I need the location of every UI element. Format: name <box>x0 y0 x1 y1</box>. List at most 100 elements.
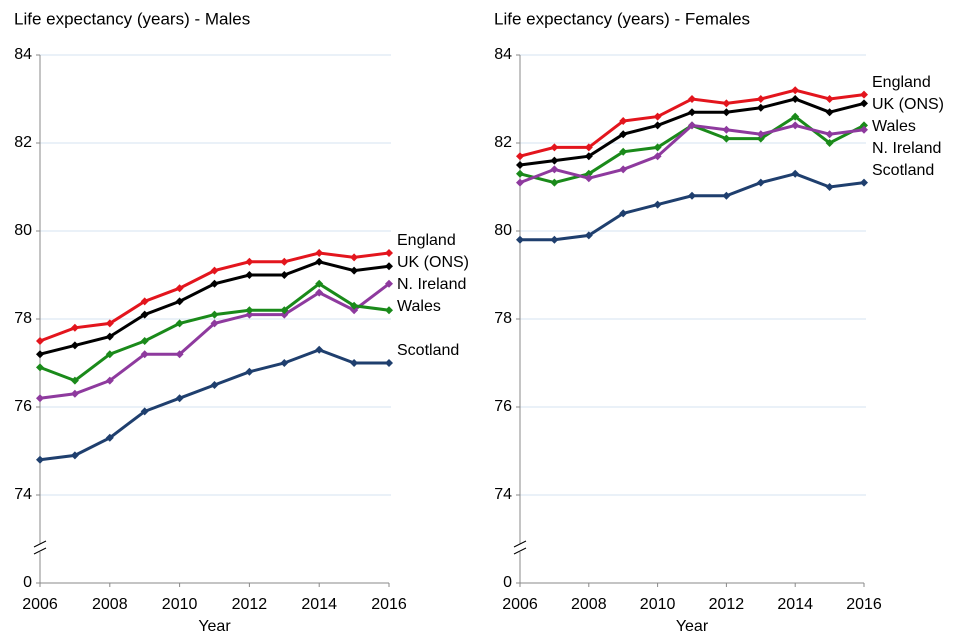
series-line <box>519 123 865 185</box>
point <box>619 165 628 174</box>
point <box>791 112 800 121</box>
point <box>619 130 628 139</box>
point <box>350 301 359 310</box>
x-tick-label: 2010 <box>162 596 198 613</box>
point <box>36 455 44 464</box>
panel: Life expectancy (years) - Females 0 74 76 78… <box>494 9 944 635</box>
point <box>70 376 79 385</box>
point <box>36 337 44 345</box>
point <box>516 235 524 244</box>
point <box>245 367 254 376</box>
x-tick-label: 2006 <box>502 596 538 613</box>
y-tick-label: 78 <box>14 310 32 327</box>
point <box>140 337 149 345</box>
point <box>653 152 662 161</box>
axis-break <box>513 547 527 555</box>
point <box>688 121 696 130</box>
point <box>722 99 731 108</box>
point <box>70 389 79 398</box>
point <box>584 152 593 161</box>
y-tick-label: 80 <box>14 222 32 239</box>
point <box>385 262 393 271</box>
point <box>315 249 324 257</box>
point <box>584 169 593 178</box>
point <box>722 125 731 134</box>
point <box>70 451 79 460</box>
point <box>36 363 44 372</box>
x-tick-label: 2012 <box>232 596 268 613</box>
chart-title: Life expectancy (years) - Males <box>14 9 250 28</box>
point <box>516 169 524 178</box>
series-line <box>520 172 865 242</box>
point <box>385 306 393 315</box>
point <box>280 306 289 315</box>
series-label: N. Ireland <box>872 140 941 157</box>
point <box>245 310 254 319</box>
point <box>70 341 79 350</box>
series-label: Scotland <box>872 162 934 179</box>
point <box>550 143 559 152</box>
point <box>688 108 696 117</box>
point <box>36 350 44 359</box>
point <box>210 319 219 328</box>
axis-break-gap <box>514 544 526 552</box>
point <box>280 257 289 266</box>
point <box>175 284 184 293</box>
point <box>210 266 219 275</box>
point <box>722 108 731 117</box>
y-tick-label: 84 <box>14 46 32 63</box>
point <box>550 156 559 165</box>
point <box>619 117 628 125</box>
point <box>315 345 324 354</box>
point <box>550 178 559 187</box>
point <box>36 394 44 403</box>
point <box>791 95 800 103</box>
x-tick-label: 2010 <box>640 596 676 613</box>
point <box>791 86 800 95</box>
panel: Life expectancy (years) - Males 0 74 76 78 80… <box>14 9 469 635</box>
x-tick-label: 2014 <box>777 596 813 613</box>
point <box>140 310 149 319</box>
axis-break <box>513 540 527 548</box>
point <box>210 381 219 389</box>
point <box>245 257 254 266</box>
point <box>105 433 114 442</box>
point <box>105 319 114 328</box>
series-label: Scotland <box>397 342 459 359</box>
y-tick-label: 76 <box>494 398 512 415</box>
series-line <box>39 260 390 356</box>
point <box>350 306 359 315</box>
series-label: England <box>872 74 931 91</box>
point <box>140 407 149 416</box>
point <box>825 108 834 117</box>
series-label: UK (ONS) <box>872 96 944 113</box>
series-line <box>39 281 390 383</box>
axis-break <box>33 540 47 548</box>
point <box>350 266 359 275</box>
y-tick-label: 78 <box>494 310 512 327</box>
point <box>210 310 219 319</box>
y-tick-label: 74 <box>14 486 32 503</box>
point <box>860 90 868 99</box>
x-tick-label: 2012 <box>709 596 745 613</box>
y-tick-label: 74 <box>494 486 512 503</box>
point <box>722 191 731 200</box>
point <box>70 323 79 332</box>
point <box>756 134 765 143</box>
point <box>385 249 393 257</box>
point <box>653 112 662 121</box>
point <box>825 183 834 191</box>
point <box>140 350 149 359</box>
series-label: N. Ireland <box>397 276 466 293</box>
point <box>550 165 559 174</box>
y-tick-label: 80 <box>494 222 512 239</box>
point <box>280 359 289 367</box>
point <box>619 209 628 218</box>
point <box>756 95 765 103</box>
point <box>350 253 359 262</box>
series-label: Wales <box>397 298 441 315</box>
y-tick-label: 84 <box>494 46 512 63</box>
point <box>385 359 393 367</box>
point <box>584 231 593 240</box>
